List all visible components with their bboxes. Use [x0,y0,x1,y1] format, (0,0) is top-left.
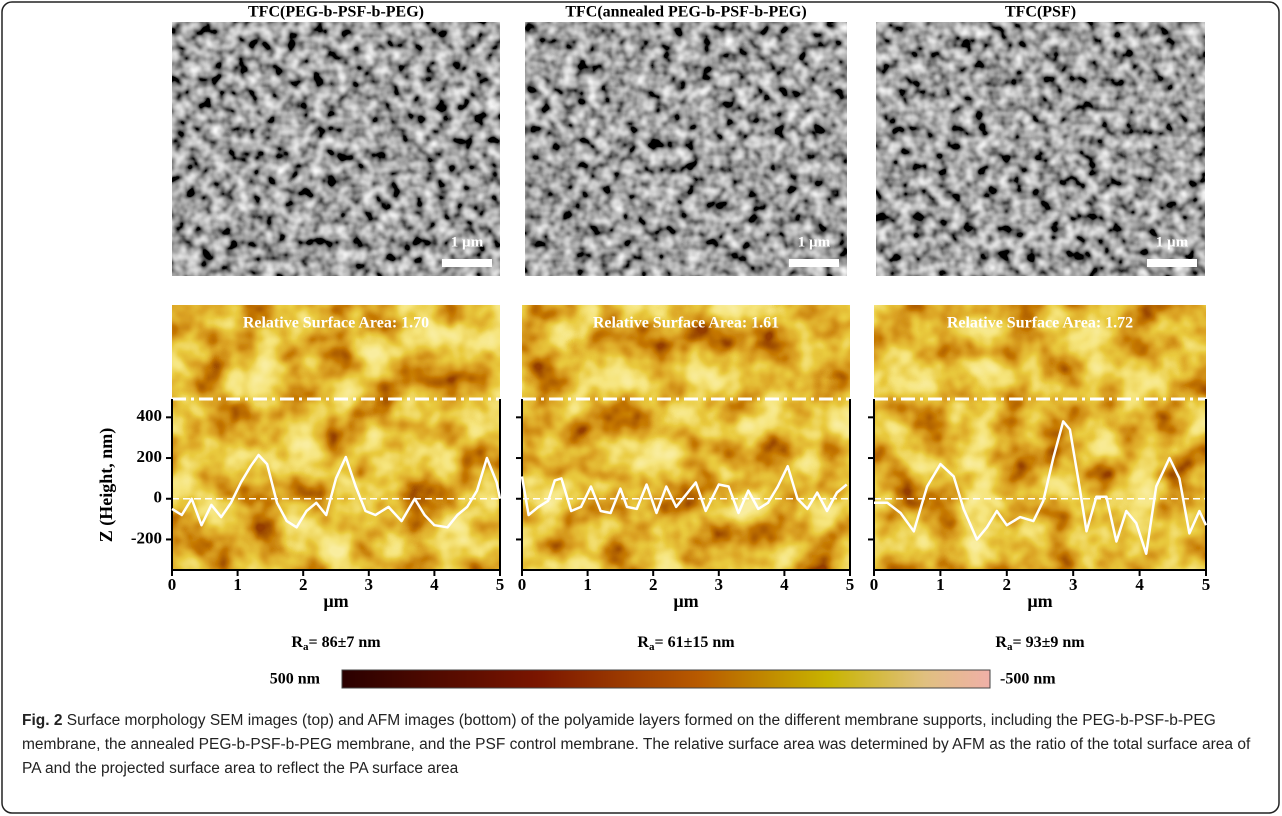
surface-area-label: Relative Surface Area: 1.61 [593,315,779,332]
x-tick-label: 3 [365,575,374,594]
x-tick-label: 0 [168,575,177,594]
x-tick-label: 2 [1003,575,1012,594]
scale-bar [789,259,839,267]
scale-bar [442,259,492,267]
y-tick-label: -200 [131,528,162,547]
roughness-symbol: R [291,634,303,651]
caption-label: Fig. 2 [22,712,63,729]
x-tick-label: 0 [870,575,879,594]
sem-image [525,22,847,276]
panel-title: TFC(annealed PEG-b-PSF-b-PEG) [565,4,806,21]
afm-image [522,305,850,570]
roughness-subscript: a [649,641,655,653]
roughness-symbol: R [995,634,1007,651]
caption-text: Surface morphology SEM images (top) and … [22,712,1251,777]
y-tick-label: 400 [137,406,163,425]
x-axis-label: µm [1027,591,1052,611]
x-tick-label: 5 [496,575,505,594]
colorbar-max: -500 nm [1000,671,1056,688]
roughness-subscript: a [1007,641,1013,653]
x-tick-label: 4 [430,575,439,594]
x-tick-label: 3 [715,575,724,594]
x-tick-label: 1 [233,575,242,594]
sem-image [876,22,1205,276]
colorbar [341,669,991,689]
height-profile [520,464,848,517]
roughness-label: Ra= 93±9 nm [995,634,1085,653]
surface-area-label: Relative Surface Area: 1.70 [243,315,429,332]
x-tick-label: 3 [1069,575,1078,594]
roughness-symbol: R [637,634,649,651]
sem-image [172,22,500,276]
roughness-label: Ra= 86±7 nm [291,634,381,653]
panel-title: TFC(PEG-b-PSF-b-PEG) [248,4,424,21]
roughness-value: = 86±7 nm [308,634,381,651]
scale-bar-label: 1 µm [1156,234,1189,250]
roughness-label: Ra= 61±15 nm [637,634,735,653]
height-profile [874,420,1208,555]
x-tick-label: 5 [1202,575,1211,594]
surface-area-label: Relative Surface Area: 1.72 [947,315,1133,332]
colorbar-min: 500 nm [270,671,321,688]
height-profile [171,453,502,529]
panel-title: TFC(PSF) [1005,4,1076,21]
x-tick-label: 1 [936,575,945,594]
y-axis-label: Z (Height, nm) [96,428,117,543]
x-tick-label: 1 [583,575,592,594]
afm-image [874,305,1206,570]
y-tick-label: 200 [137,447,163,466]
x-tick-label: 4 [1135,575,1144,594]
x-tick-label: 4 [780,575,789,594]
afm-image [172,305,500,570]
roughness-value: = 61±15 nm [654,634,735,651]
scale-bar-label: 1 µm [798,234,831,250]
x-tick-label: 2 [299,575,308,594]
x-tick-label: 5 [846,575,855,594]
roughness-subscript: a [303,641,309,653]
roughness-value: = 93±9 nm [1012,634,1085,651]
scale-bar-label: 1 µm [451,234,484,250]
y-tick-label: 0 [154,488,163,507]
x-tick-label: 2 [649,575,658,594]
x-tick-label: 0 [518,575,527,594]
caption: Fig. 2 Surface morphology SEM images (to… [22,709,1258,781]
x-axis-label: µm [323,591,348,611]
scale-bar [1147,259,1197,267]
x-axis-label: µm [673,591,698,611]
